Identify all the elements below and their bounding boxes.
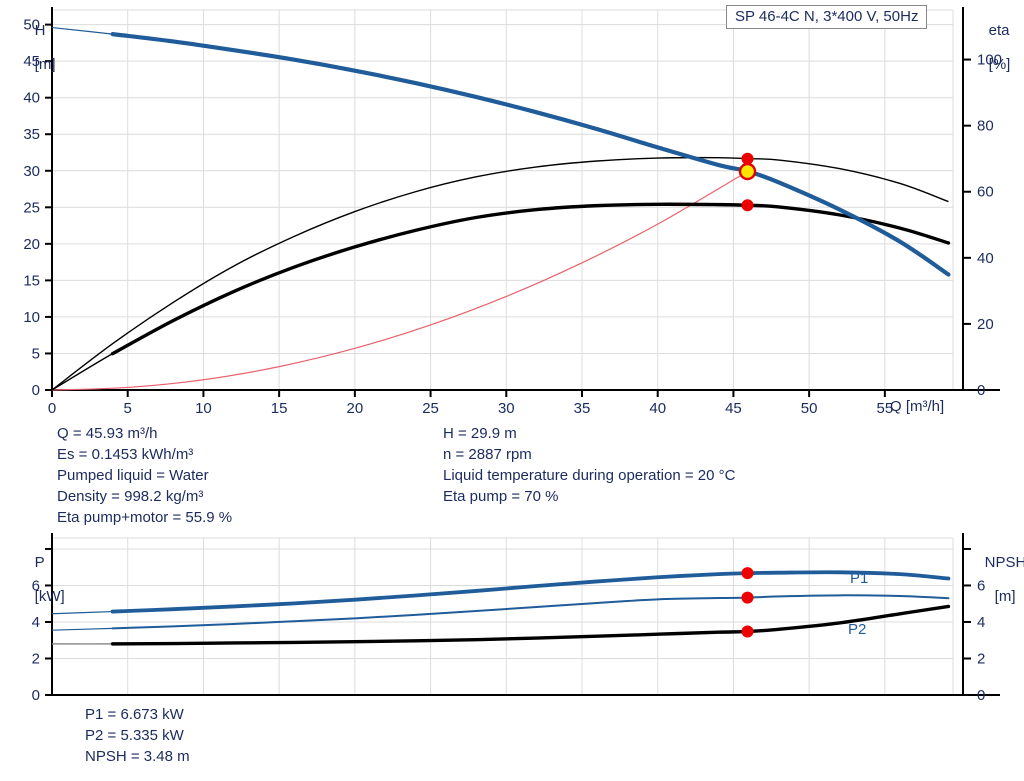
p1-curve <box>110 570 951 614</box>
y-left-tick-label: 10 <box>23 309 40 326</box>
eta-pump-motor-point-marker <box>741 199 754 212</box>
head-curve <box>110 32 951 277</box>
info-right-line-2: Liquid temperature during operation = 20… <box>443 467 736 484</box>
x-tick-label: 10 <box>195 400 212 417</box>
y-left-tick-label: 20 <box>23 236 40 253</box>
y-right-tick-label: 20 <box>977 316 994 333</box>
y-left-tick-label: 15 <box>23 272 40 289</box>
duty-point-marker <box>738 162 757 181</box>
eta-pump-motor-curve-thin <box>51 203 949 391</box>
info-bottom-line-1: P2 = 5.335 kW <box>85 727 184 744</box>
x-tick-label: 15 <box>271 400 288 417</box>
main-y-right-label-line1: eta <box>988 22 1010 39</box>
y-left-tick-label: 2 <box>32 650 40 667</box>
npsh-point-marker <box>741 625 754 638</box>
main-y-left-label-line1: H <box>34 22 46 39</box>
eta-pump-motor-curve <box>110 202 951 356</box>
info-left-line-1: Es = 0.1453 kWh/m³ <box>57 446 194 463</box>
lower-y-left-label-line2: [kW] <box>34 588 65 605</box>
main-plot-group: 0 5 10 15 20 25 30 35 40 45 50 0 20 40 60 80 100 0 5 10 15 20… <box>23 7 1002 417</box>
main-y-right-axis-label: eta [%] <box>972 5 1011 90</box>
lower-y-right-label-line1: NPSH <box>984 554 1024 571</box>
p1-point-marker <box>741 567 754 580</box>
npsh-curve <box>110 604 951 646</box>
x-tick-label: 5 <box>124 400 132 417</box>
y-left-tick-label: 0 <box>32 382 40 399</box>
head-curve-thin <box>51 26 949 276</box>
y-left-tick-label: 30 <box>23 163 40 180</box>
y-left-tick-label: 40 <box>23 90 40 107</box>
main-y-left-label-line2: [m] <box>34 56 56 73</box>
x-tick-label: 35 <box>574 400 591 417</box>
y-right-tick-label: 80 <box>977 118 994 135</box>
y-right-tick-label: 0 <box>977 382 985 399</box>
info-right-line-0: H = 29.9 m <box>443 425 517 442</box>
info-left-line-0: Q = 45.93 m³/h <box>57 425 158 442</box>
eta-pump-curve <box>51 156 949 391</box>
info-left-line-4: Eta pump+motor = 55.9 % <box>57 509 233 526</box>
system-curve <box>51 170 748 391</box>
x-tick-label: 0 <box>48 400 56 417</box>
main-x-axis-label: Q [m³/h] <box>890 398 945 415</box>
power-npsh-plot: 0 0 2 2 4 4 6 6 <box>32 533 1000 704</box>
main-y-left-axis-label: H [m] <box>18 5 56 90</box>
x-tick-label: 50 <box>801 400 818 417</box>
y-left-tick-label: 4 <box>32 614 40 631</box>
info-left-line-2: Pumped liquid = Water <box>57 467 209 484</box>
x-tick-label: 40 <box>649 400 666 417</box>
y-right-tick-label: 6 <box>977 577 985 594</box>
y-left-tick-label: 6 <box>32 577 40 594</box>
main-y-right-label-line2: [%] <box>988 56 1011 73</box>
p1-curve-tag: P1 <box>850 570 869 587</box>
info-right-line-1: n = 2887 rpm <box>443 446 532 463</box>
y-right-tick-label: 4 <box>977 614 985 631</box>
model-title-box: SP 46-4C N, 3*400 V, 50Hz <box>726 5 928 29</box>
p2-curve-tag: P2 <box>848 621 867 638</box>
x-tick-label: 45 <box>725 400 742 417</box>
y-left-tick-label: 5 <box>32 345 40 362</box>
x-tick-label: 25 <box>422 400 439 417</box>
y-right-tick-label: 2 <box>977 650 985 667</box>
eta-pump-point-marker <box>741 152 754 165</box>
x-tick-label: 20 <box>347 400 364 417</box>
info-right-line-3: Eta pump = 70 % <box>443 488 559 505</box>
lower-y-right-label-line2: [m] <box>994 588 1016 605</box>
y-right-tick-label: 40 <box>977 250 994 267</box>
x-tick-label: 30 <box>498 400 515 417</box>
y-left-tick-label: 45 <box>23 53 40 70</box>
info-bottom-line-2: NPSH = 3.48 m <box>85 748 190 765</box>
lower-y-left-axis-label: P [kW] <box>18 537 65 622</box>
y-left-tick-label: 25 <box>23 199 40 216</box>
y-right-tick-label: 0 <box>977 687 985 704</box>
y-left-tick-label: 50 <box>23 17 40 34</box>
x-tick-label: 55 <box>877 400 894 417</box>
lower-plot-group: 0 0 2 2 4 4 6 6 <box>32 533 1000 704</box>
y-left-tick-label: 35 <box>23 126 40 143</box>
lower-y-right-axis-label: NPSH [m] <box>968 537 1024 622</box>
p2-point-marker <box>741 591 754 604</box>
y-left-tick-label: 0 <box>32 687 40 704</box>
y-right-tick-label: 100 <box>977 52 1002 69</box>
info-bottom-line-0: P1 = 6.673 kW <box>85 706 184 723</box>
p2-curve <box>111 594 950 630</box>
lower-y-left-label-line1: P <box>34 554 45 571</box>
y-right-tick-label: 60 <box>977 184 994 201</box>
info-left-line-3: Density = 998.2 kg/m³ <box>57 488 204 505</box>
head-efficiency-plot: 0 5 10 15 20 25 30 35 40 45 50 0 20 40 60 80 100 0 5 10 15 20… <box>23 7 1002 417</box>
